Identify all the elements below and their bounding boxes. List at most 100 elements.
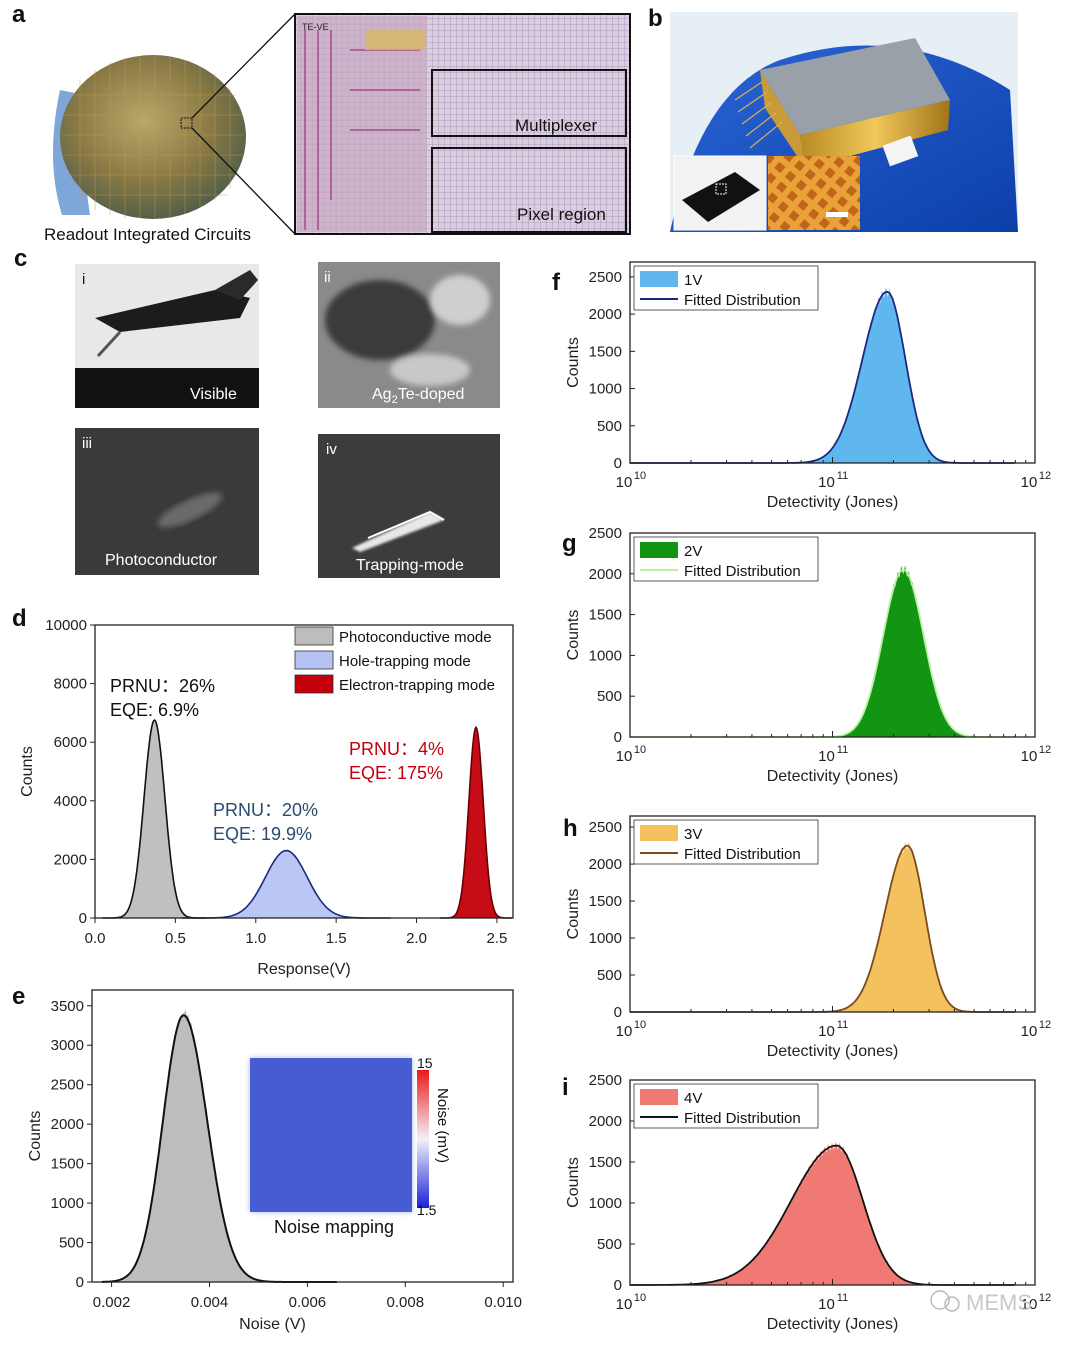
histogram-h [630,841,1015,1012]
ytick-label-e-5: 2500 [51,1077,84,1094]
noise-colorbar [417,1070,429,1208]
xtick-label-i-0: 10 [616,1296,633,1313]
xtick-label-d-1: 0.5 [165,930,186,947]
colorbar-max: 15 [417,1055,433,1071]
panel-label-h: h [563,815,578,842]
xtick-label-f-2: 10 [1021,474,1038,491]
caption-visible: Visible [190,386,237,403]
annot-eqe-19-9: EQE: 19.9% [213,824,312,844]
legend-swatch-photoconductive [294,626,334,646]
xlabel-h: Detectivity (Jones) [767,1043,899,1060]
xlabel-e: Noise (V) [239,1316,306,1333]
xtick-label-d-4: 2.0 [406,930,427,947]
chip-traces [304,30,420,230]
ytick-label-d-1: 2000 [54,851,87,868]
ytick-label-d-2: 4000 [54,793,87,810]
panel-c: c i Visible ii Ag2Te-doped iii Photocond… [14,245,500,578]
histogram-f [630,286,1015,463]
annotations-d: PRNU：26% EQE: 6.9% PRNU：20% EQE: 19.9% P… [110,676,444,844]
histogram-1 [181,849,391,918]
wafer-photo [60,55,246,219]
xtick-exp-i-0: 10 [634,1292,646,1304]
xtick-exp-i-1: 11 [837,1292,848,1304]
legend-series-f: 1V [684,272,702,289]
ytick-label-e-6: 3000 [51,1037,84,1054]
panel-label-i: i [562,1074,569,1101]
histogram-g [630,565,1015,737]
image-roman-iv: iv [326,441,337,458]
zoom-line-bottom [191,127,296,235]
chip-pad [365,30,425,50]
ytick-label-g-3: 1500 [589,607,622,624]
xlabel-d: Response(V) [257,961,350,978]
image-trapping [318,434,500,578]
ytick-label-g-2: 1000 [589,647,622,664]
xtick-label-f-0: 10 [616,474,633,491]
ytick-label-h-5: 2500 [589,819,622,836]
ytick-label-g-4: 2000 [589,566,622,583]
panel-label-c: c [14,245,27,272]
xtick-exp-g-1: 11 [837,744,848,756]
legend-text-photoconductive: Photoconductive mode [339,629,492,646]
annot-eqe-175: EQE: 175% [349,763,443,783]
ytick-label-d-4: 8000 [54,676,87,693]
xtick-label-e-4: 0.010 [484,1294,522,1311]
ag2te-texture-dark [325,280,435,360]
legend-swatch-f [640,271,678,287]
legend-fit-g: Fitted Distribution [684,563,801,580]
ytick-label-f-0: 0 [614,455,622,472]
annot-prnu-20: PRNU：20% [213,800,318,820]
trapping-tip-glow [352,512,444,552]
xtick-exp-f-2: 12 [1039,470,1051,482]
xtick-label-g-1: 10 [818,748,835,765]
xtick-exp-h-0: 10 [634,1019,646,1031]
fit-curve-2 [439,726,513,919]
package-pins [734,81,783,149]
ag2te-texture-light2 [390,354,470,386]
xtick-label-e-3: 0.008 [387,1294,425,1311]
fit-curve-f [630,290,1015,464]
gold-package-side [760,70,805,168]
xtick-label-h-1: 10 [818,1023,835,1040]
panel-label-g: g [562,530,577,557]
xtick-label-g-0: 10 [616,748,633,765]
histogram-2 [439,725,513,918]
legend-text-electron: Electron-trapping mode [339,677,495,694]
xtick-label-i-1: 10 [818,1296,835,1313]
image-roman-iii: iii [82,435,92,452]
xtick-label-d-5: 2.5 [486,930,507,947]
ytick-label-e-3: 1500 [51,1156,84,1173]
ytick-label-h-2: 1000 [589,930,622,947]
roic-caption: Readout Integrated Circuits [44,225,251,244]
panel-label-f: f [552,269,561,296]
ytick-label-e-0: 0 [76,1274,84,1291]
ytick-label-g-1: 500 [597,688,622,705]
chart-f: 10 10 10 11 10 1205001000150020002500Detectiv… [565,261,1051,511]
watermark-icon [930,1290,950,1310]
zoom-line-top [191,13,296,119]
xtick-exp-g-0: 10 [634,744,646,756]
chart-e: 0.002 0.004 0.006 0.008 0.010 0 500 1000 1500 200… [27,989,522,1333]
caption-photoconductor: Photoconductor [105,552,218,569]
xtick-label-i-2: 10 [1021,1296,1038,1313]
ytick-label-h-1: 500 [597,967,622,984]
chart-h: 10 10 10 11 10 1205001000150020002500Detectiv… [565,815,1051,1060]
xtick-exp-f-1: 11 [837,470,848,482]
watermark: MEMS [930,1290,1032,1315]
xtick-label-e-1: 0.004 [191,1294,229,1311]
noise-map-texture [250,1058,412,1212]
legend-series-g: 2V [684,543,702,560]
legend-swatch-electron [294,674,334,694]
panel-a: a Readout Integrated Circuits TE-VE Mult… [12,1,631,244]
soldering-tip [96,330,122,358]
colorbar-label: Noise (mV) [434,1088,451,1163]
image-roman-i: i [82,271,85,288]
multiplexer-box [431,69,627,137]
legend-swatch-h [640,825,678,841]
ylabel-f: Counts [565,337,582,388]
caption-ag2te-b: Te-doped [398,386,465,403]
ytick-label-g-0: 0 [614,729,622,746]
watermark-icon-2 [944,1296,960,1312]
pixel-region-label: Pixel region [517,205,606,224]
gold-package [800,100,950,168]
